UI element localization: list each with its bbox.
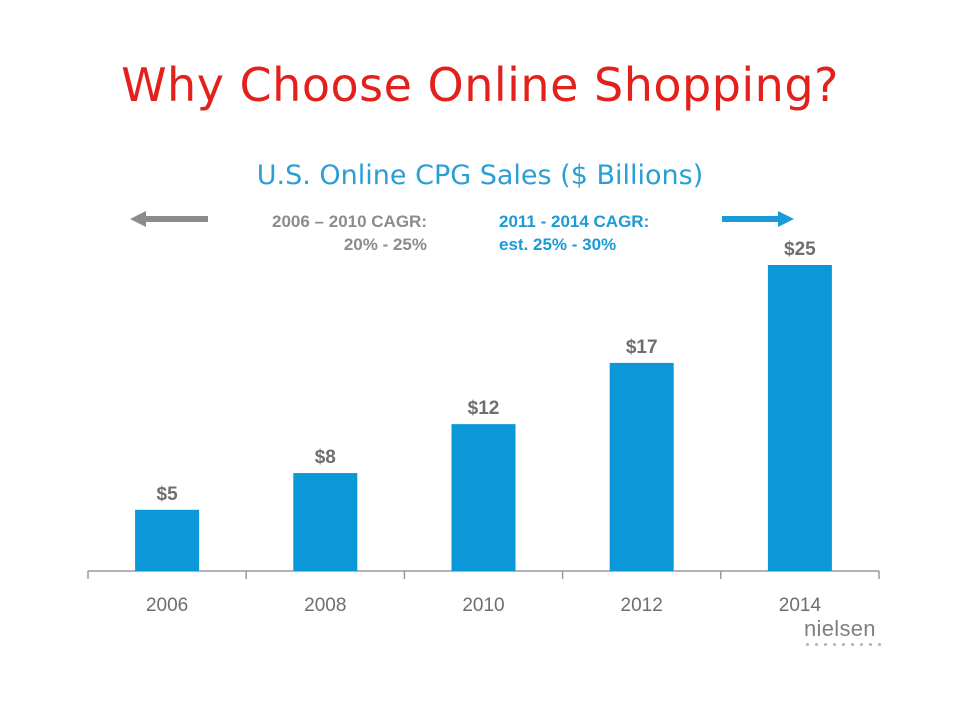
bar-2012 bbox=[609, 362, 674, 571]
x-tick-label-2008: 2008 bbox=[304, 595, 346, 616]
bar-2010 bbox=[451, 424, 516, 571]
cagr-right-annotation: 2011 - 2014 CAGR: est. 25% - 30% bbox=[499, 210, 649, 256]
data-label-2006: $5 bbox=[157, 484, 179, 505]
cagr-left-line1: 2006 – 2010 CAGR: bbox=[272, 212, 427, 231]
chart-title: U.S. Online CPG Sales ($ Billions) bbox=[256, 160, 704, 191]
slide-title: Why Choose Online Shopping? bbox=[121, 58, 839, 112]
x-tick-label-2006: 2006 bbox=[146, 595, 188, 616]
data-label-2012: $17 bbox=[626, 337, 658, 358]
cagr-right-line2: est. 25% - 30% bbox=[499, 235, 617, 254]
x-tick-label-2010: 2010 bbox=[462, 595, 504, 616]
x-tick-label-2014: 2014 bbox=[779, 595, 822, 616]
logo-text: nielsen bbox=[804, 616, 876, 641]
bar-2014 bbox=[767, 265, 832, 571]
arrow-right-icon bbox=[722, 211, 794, 227]
logo-dots bbox=[804, 643, 886, 646]
nielsen-logo: nielsen bbox=[804, 617, 886, 646]
x-tick-label-2012: 2012 bbox=[621, 595, 663, 616]
data-label-2014: $25 bbox=[784, 239, 816, 260]
data-label-2010: $12 bbox=[468, 398, 500, 419]
bar-2008 bbox=[293, 473, 358, 571]
data-label-2008: $8 bbox=[315, 447, 336, 468]
cagr-right-line1: 2011 - 2014 CAGR: bbox=[499, 212, 650, 231]
cagr-left-annotation: 2006 – 2010 CAGR: 20% - 25% bbox=[272, 210, 427, 256]
bar-2006 bbox=[135, 509, 200, 571]
cagr-left-line2: 20% - 25% bbox=[343, 235, 427, 254]
arrow-left-icon bbox=[130, 211, 208, 227]
